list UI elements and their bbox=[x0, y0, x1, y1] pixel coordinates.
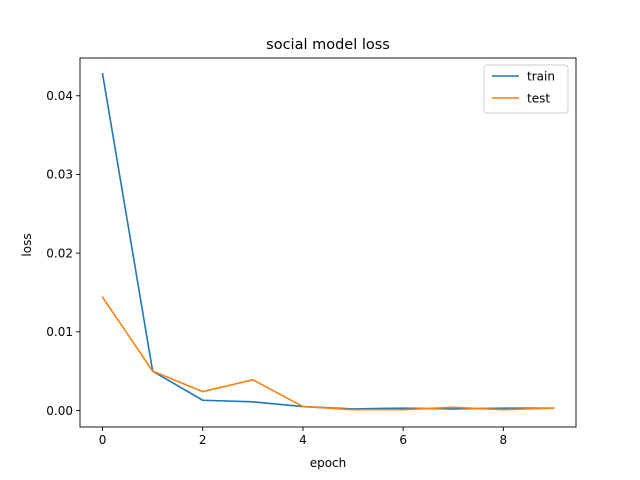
y-tick-label: 0.04 bbox=[46, 89, 73, 103]
x-tick-label: 2 bbox=[199, 433, 207, 447]
x-tick-label: 8 bbox=[500, 433, 508, 447]
plot-area: 0 2 4 6 8 0.00 0.01 0.02 0.03 0.04 train test bbox=[46, 57, 577, 447]
chart-title: social model loss bbox=[266, 37, 390, 53]
legend-label-test: test bbox=[527, 92, 550, 106]
x-tick-label: 0 bbox=[99, 433, 107, 447]
x-tick-label: 4 bbox=[299, 433, 307, 447]
y-tick-label: 0.03 bbox=[46, 168, 73, 182]
x-axis-label: epoch bbox=[310, 456, 347, 470]
y-tick-label: 0.02 bbox=[46, 246, 73, 260]
axes-frame bbox=[79, 57, 577, 428]
x-tick-label: 6 bbox=[399, 433, 407, 447]
y-axis-label: loss bbox=[20, 233, 34, 256]
legend-label-train: train bbox=[527, 70, 555, 84]
series-line-test bbox=[101, 296, 555, 411]
y-tick-label: 0.01 bbox=[46, 325, 73, 339]
y-tick-label: 0.00 bbox=[46, 404, 73, 418]
legend-box bbox=[483, 64, 569, 114]
